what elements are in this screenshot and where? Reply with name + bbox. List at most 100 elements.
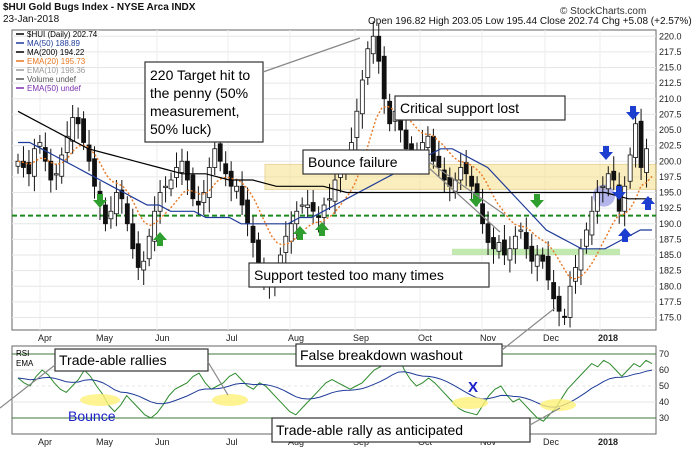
up-arrow-icon xyxy=(618,228,632,242)
candle-body xyxy=(327,198,332,201)
down-arrow-icon xyxy=(469,193,483,207)
candle-body xyxy=(425,135,431,148)
ohlc-readout: Open 196.82 High 203.05 Low 195.44 Close… xyxy=(368,16,692,27)
candle-body xyxy=(37,142,43,147)
candle-body xyxy=(441,169,447,181)
candle-body xyxy=(376,35,382,62)
rsi-tick-label: 70 xyxy=(659,349,669,359)
rsi-y-labels: 70 60 50 40 30 xyxy=(659,349,669,423)
annotation-target: 220 Target hit to the penny (50% measure… xyxy=(150,67,254,137)
y-tick-label: 220.0 xyxy=(659,31,682,41)
rsi-x-label: May xyxy=(96,437,114,447)
y-tick-label: 200.0 xyxy=(659,156,682,166)
annotation-bounce: Bounce xyxy=(68,408,116,424)
candle-body xyxy=(540,254,546,262)
rsi-polyline xyxy=(17,353,653,422)
candle-body xyxy=(502,239,507,256)
candle-body xyxy=(179,160,185,173)
candle-body xyxy=(21,160,26,168)
moving-averages xyxy=(17,105,653,280)
x-tick-label: Oct xyxy=(418,333,433,343)
lower-support-zone xyxy=(452,248,620,255)
y-tick-label: 180.0 xyxy=(659,281,682,291)
candle-body xyxy=(436,155,442,168)
candle-body xyxy=(496,242,502,252)
candle-body xyxy=(305,204,311,208)
candle-body xyxy=(250,225,256,243)
down-arrow-icon xyxy=(612,186,626,200)
down-arrow-icon xyxy=(530,194,544,208)
candle-body xyxy=(234,185,240,192)
candle-body xyxy=(157,192,163,212)
rsi-label: RSI xyxy=(16,349,29,358)
rsi-tick-label: 60 xyxy=(659,365,669,375)
candle-body xyxy=(113,192,119,215)
candle-body xyxy=(310,202,316,212)
candle-body xyxy=(195,200,201,206)
y-tick-label: 175.0 xyxy=(659,313,682,323)
rsi-highlight-4 xyxy=(540,399,576,411)
x-tick-label: Dec xyxy=(543,333,560,343)
candle-body xyxy=(594,192,600,212)
legend-entry: MA(200) 194.22 xyxy=(27,48,85,57)
arrow-markers xyxy=(93,106,655,246)
candle-body xyxy=(633,123,639,158)
candle-body xyxy=(135,243,141,268)
candle-body xyxy=(370,35,376,55)
candle-body xyxy=(529,245,535,262)
candle-body xyxy=(480,203,485,225)
x-tick-label: Aug xyxy=(288,333,304,343)
legend-entry: Volume undef xyxy=(27,75,77,84)
candle-body xyxy=(512,235,518,250)
annotation-false-breakdown: False breakdown washout xyxy=(300,347,463,363)
rsi-x-label: Apr xyxy=(38,437,52,447)
candle-body xyxy=(573,267,578,282)
candle-body xyxy=(130,223,136,250)
candle-body xyxy=(354,110,360,138)
candle-body xyxy=(403,129,409,150)
candle-body xyxy=(611,170,617,181)
candle-body xyxy=(551,282,557,300)
candle-body xyxy=(81,118,86,143)
candle-body xyxy=(534,254,540,267)
y-tick-label: 187.5 xyxy=(659,234,682,244)
candle-body xyxy=(42,147,48,162)
y-tick-label: 190.0 xyxy=(659,219,682,229)
up-arrow-icon xyxy=(293,226,307,240)
candle-body xyxy=(485,223,491,243)
x-tick-label: Apr xyxy=(38,333,52,343)
annotation-x-mark: X xyxy=(468,379,478,396)
chart-title: $HUI Gold Bugs Index - NYSE Arca INDX xyxy=(3,2,196,13)
candle-body xyxy=(359,79,365,115)
legend-entry: EMA(50) undef xyxy=(27,84,82,93)
candle-body xyxy=(627,154,633,182)
y-tick-label: 185.0 xyxy=(659,250,682,260)
candle-body xyxy=(430,135,436,162)
candle-body xyxy=(31,148,37,177)
candle-body xyxy=(523,232,529,250)
up-arrow-icon xyxy=(315,222,329,236)
candle-body xyxy=(223,163,229,175)
candle-body xyxy=(584,229,589,247)
y-tick-label: 205.0 xyxy=(659,125,682,135)
candle-body xyxy=(92,158,97,187)
candle-body xyxy=(316,215,322,218)
candle-body xyxy=(387,100,393,125)
y-tick-label: 182.5 xyxy=(659,266,682,276)
candle-body xyxy=(163,185,168,188)
candle-body xyxy=(299,204,305,207)
rsi-highlight-1 xyxy=(80,394,120,406)
candle-body xyxy=(206,167,212,198)
legend-entry: MA(50) 188.89 xyxy=(27,39,80,48)
candle-body xyxy=(146,235,152,260)
candle-body xyxy=(381,55,387,100)
rsi-highlight-3 xyxy=(452,397,488,409)
candle-body xyxy=(141,260,147,271)
candle-body xyxy=(75,117,81,125)
candle-body xyxy=(26,162,32,175)
rsi-x-label: Jul xyxy=(226,437,238,447)
candle-body xyxy=(168,179,174,190)
rsi-tick-label: 50 xyxy=(659,381,669,391)
